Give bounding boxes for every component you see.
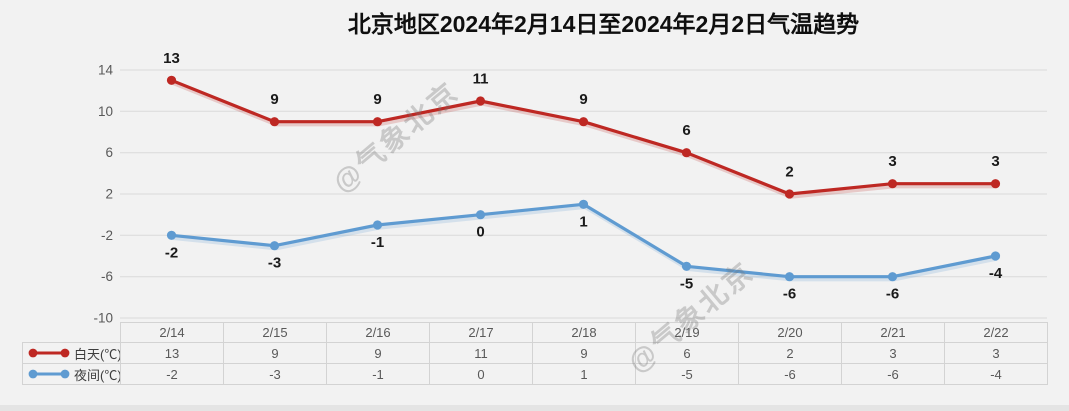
value-cell: -5 [635,363,739,385]
legend-cell: 白天(℃) [22,342,121,364]
svg-text:6: 6 [105,145,113,160]
svg-text:-4: -4 [989,265,1003,282]
svg-text:-6: -6 [101,269,113,284]
value-cell: 1 [532,363,636,385]
date-column-header: 2/21 [841,322,945,343]
svg-text:0: 0 [476,224,484,241]
legend-entry: 白天(℃) [28,344,121,363]
legend-label: 白天(℃) [74,346,121,362]
svg-text:9: 9 [270,91,278,108]
svg-text:-2: -2 [101,228,113,243]
svg-text:3: 3 [991,153,999,170]
legend-entry: 夜间(℃) [28,365,121,384]
svg-text:-1: -1 [371,234,384,251]
bottom-edge [0,405,1069,411]
svg-text:9: 9 [579,91,587,108]
value-cell: 6 [635,342,739,364]
value-cell: 9 [532,342,636,364]
date-column-header: 2/20 [738,322,842,343]
value-cell: 3 [944,342,1048,364]
legend-line-marker-icon [28,369,70,379]
svg-text:1: 1 [579,213,587,230]
value-cell: 2 [738,342,842,364]
value-cell: -2 [120,363,224,385]
svg-text:2: 2 [105,187,113,202]
svg-text:9: 9 [373,91,381,108]
date-column-header: 2/14 [120,322,224,343]
value-cell: -1 [326,363,430,385]
svg-text:11: 11 [473,71,489,88]
value-cell: -6 [841,363,945,385]
value-cell: 11 [429,342,533,364]
svg-text:13: 13 [163,50,180,67]
svg-text:10: 10 [98,104,113,119]
date-column-header: 2/16 [326,322,430,343]
date-column-header: 2/15 [223,322,327,343]
date-column-header: 2/22 [944,322,1048,343]
svg-text:-5: -5 [680,275,693,292]
legend-cell: 夜间(℃) [22,363,121,385]
value-cell: -3 [223,363,327,385]
date-column-header: 2/19 [635,322,739,343]
chart-title: 北京地区2024年2月14日至2024年2月2日气温趋势 [347,11,860,37]
date-column-header: 2/18 [532,322,636,343]
value-cell: 9 [223,342,327,364]
svg-text:-10: -10 [93,311,113,326]
svg-text:2: 2 [785,164,793,181]
data-table: 2/14 2/15 2/16 2/17 2/18 2/19 2/20 2/21 2/22 白天(℃… [22,322,1048,385]
legend-line-marker-icon [28,348,70,358]
legend-label: 夜间(℃) [74,367,121,383]
table-row: 白天(℃) 13 9 9 11 9 6 2 3 3 [22,342,1048,364]
svg-text:6: 6 [682,122,690,139]
value-cell: 13 [120,342,224,364]
date-column-header: 2/17 [429,322,533,343]
svg-text:-2: -2 [165,244,178,261]
table-header-row: 2/14 2/15 2/16 2/17 2/18 2/19 2/20 2/21 2/22 [23,322,1048,343]
value-cell: -6 [738,363,842,385]
table-corner [23,323,121,343]
value-cell: 0 [429,363,533,385]
svg-text:-6: -6 [783,286,796,303]
svg-text:-3: -3 [268,255,281,272]
svg-text:-6: -6 [886,286,899,303]
value-cell: -4 [944,363,1048,385]
value-cell: 3 [841,342,945,364]
value-cell: 9 [326,342,430,364]
table-row: 夜间(℃) -2 -3 -1 0 1 -5 -6 -6 -4 [22,363,1048,385]
svg-text:3: 3 [888,153,896,170]
svg-text:14: 14 [98,63,114,78]
